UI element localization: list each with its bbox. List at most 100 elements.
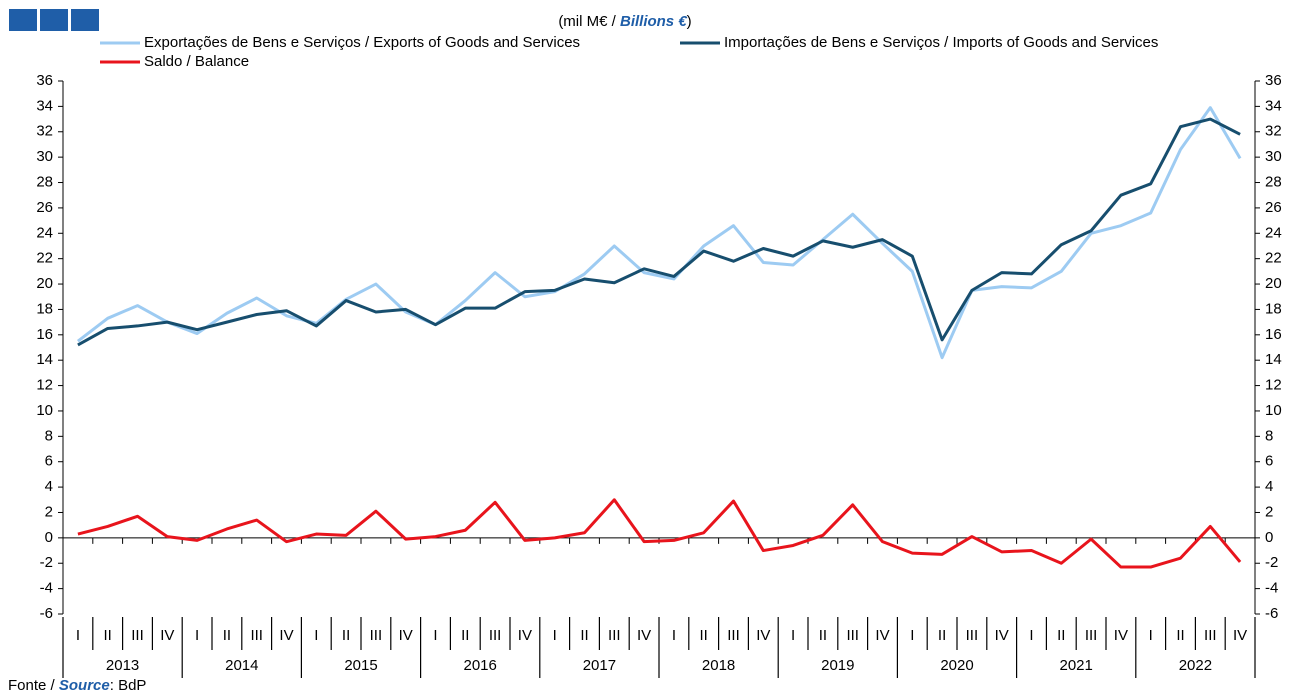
source: Fonte / Source: BdP: [8, 677, 146, 694]
y-tick-label: 8: [45, 427, 53, 444]
y-tick-label: 26: [36, 199, 53, 216]
year-label: 2013: [106, 657, 139, 674]
source-suffix: : BdP: [110, 677, 147, 694]
year-label: 2019: [821, 657, 854, 674]
y-tick-label: -2: [40, 554, 53, 571]
x-tick-label: I: [791, 627, 795, 644]
y-tick-label: 2: [45, 503, 53, 520]
x-tick-label: II: [342, 627, 350, 644]
y2-tick-label: 34: [1265, 97, 1282, 114]
y2-tick-label: 14: [1265, 351, 1282, 368]
y-tick-label: 24: [36, 224, 53, 241]
x-tick-label: I: [910, 627, 914, 644]
x-tick-label: IV: [995, 627, 1009, 644]
year-label: 2020: [940, 657, 973, 674]
x-tick-label: II: [819, 627, 827, 644]
y2-tick-label: 6: [1265, 453, 1273, 470]
y-tick-label: 20: [36, 275, 53, 292]
y-tick-label: 36: [36, 72, 53, 89]
x-tick-label: IV: [1114, 627, 1128, 644]
series-line: [76, 106, 1242, 360]
y2-tick-label: 10: [1265, 402, 1282, 419]
y2-tick-label: -6: [1265, 605, 1278, 622]
x-tick-label: IV: [1233, 627, 1247, 644]
x-tick-label: I: [672, 627, 676, 644]
year-label: 2022: [1179, 657, 1212, 674]
y-tick-label: -4: [40, 580, 53, 597]
x-tick-label: III: [1204, 627, 1217, 644]
y2-tick-label: 26: [1265, 199, 1282, 216]
x-tick-label: III: [846, 627, 859, 644]
unit-en: Billions €: [620, 13, 687, 30]
y-tick-label: 10: [36, 402, 53, 419]
x-tick-label: III: [966, 627, 979, 644]
x-tick-label: II: [461, 627, 469, 644]
x-tick-label: IV: [756, 627, 770, 644]
x-tick-label: III: [727, 627, 740, 644]
y2-tick-label: 28: [1265, 173, 1282, 190]
y2-tick-label: 4: [1265, 478, 1273, 495]
x-tick-label: III: [370, 627, 383, 644]
year-label: 2017: [583, 657, 616, 674]
x-tick-label: II: [700, 627, 708, 644]
source-en: Source: [59, 677, 110, 694]
y-tick-label: 4: [45, 478, 53, 495]
x-tick-label: III: [489, 627, 502, 644]
y-tick-label: 32: [36, 123, 53, 140]
legend-label: Importações de Bens e Serviços / Imports…: [724, 34, 1158, 51]
source-prefix: Fonte /: [8, 677, 56, 694]
y-tick-label: 28: [36, 173, 53, 190]
x-tick-label: IV: [518, 627, 532, 644]
x-tick-label: IV: [875, 627, 889, 644]
x-tick-label: II: [104, 627, 112, 644]
x-tick-label: II: [1176, 627, 1184, 644]
x-tick-label: I: [314, 627, 318, 644]
y-tick-label: 12: [36, 377, 53, 394]
year-label: 2014: [225, 657, 258, 674]
y-tick-label: 22: [36, 250, 53, 267]
y2-tick-label: 24: [1265, 224, 1282, 241]
x-tick-label: III: [250, 627, 263, 644]
y2-tick-label: 20: [1265, 275, 1282, 292]
year-label: 2018: [702, 657, 735, 674]
y-tick-label: 6: [45, 453, 53, 470]
logo-block: [9, 9, 37, 31]
x-tick-label: I: [1149, 627, 1153, 644]
x-tick-label: IV: [637, 627, 651, 644]
legend-label: Saldo / Balance: [144, 53, 249, 70]
y2-tick-label: 8: [1265, 427, 1273, 444]
year-label: 2016: [464, 657, 497, 674]
x-tick-label: III: [131, 627, 144, 644]
y-tick-label: 14: [36, 351, 53, 368]
y2-tick-label: 32: [1265, 123, 1282, 140]
y2-tick-label: 12: [1265, 377, 1282, 394]
unit-suffix: ): [687, 13, 692, 30]
x-tick-label: IV: [399, 627, 413, 644]
series-line: [77, 117, 1241, 347]
y2-tick-label: 18: [1265, 300, 1282, 317]
y-tick-label: 18: [36, 300, 53, 317]
x-tick-label: I: [433, 627, 437, 644]
y2-tick-label: 36: [1265, 72, 1282, 89]
x-tick-label: I: [195, 627, 199, 644]
y2-tick-label: 0: [1265, 529, 1273, 546]
x-tick-label: II: [580, 627, 588, 644]
unit-label: (mil M€ / Billions €): [558, 13, 691, 30]
logo-block: [40, 9, 68, 31]
logo-block: [71, 9, 99, 31]
year-label: 2021: [1060, 657, 1093, 674]
x-tick-label: II: [938, 627, 946, 644]
y2-tick-label: 22: [1265, 250, 1282, 267]
x-tick-label: I: [76, 627, 80, 644]
y-tick-label: -6: [40, 605, 53, 622]
y-tick-label: 34: [36, 97, 53, 114]
x-tick-label: II: [223, 627, 231, 644]
x-tick-label: III: [608, 627, 621, 644]
x-tick-label: I: [1029, 627, 1033, 644]
y-tick-label: 30: [36, 148, 53, 165]
y-tick-label: 0: [45, 529, 53, 546]
year-label: 2015: [344, 657, 377, 674]
series-line: [77, 498, 1242, 569]
y2-tick-label: 2: [1265, 503, 1273, 520]
